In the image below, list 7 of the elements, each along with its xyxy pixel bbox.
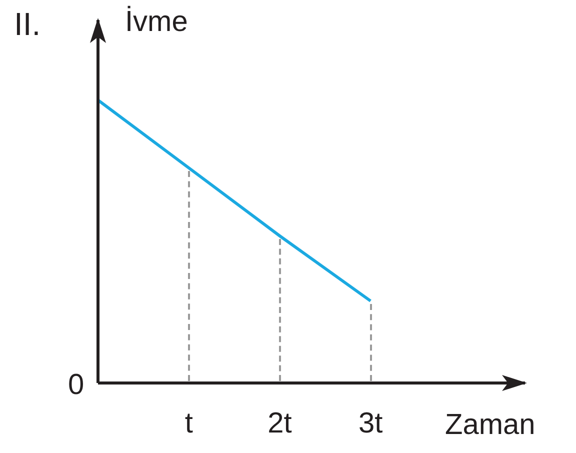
text: 0 — [68, 368, 84, 400]
chart-title: II. — [14, 6, 41, 42]
y-axis-title: İvme — [125, 6, 188, 38]
x-tick-label: t — [184, 407, 193, 440]
x-tick-label: 3t — [358, 407, 383, 440]
x-axis-title: Zaman — [445, 409, 536, 441]
x-tick-label: 2t — [268, 407, 292, 440]
